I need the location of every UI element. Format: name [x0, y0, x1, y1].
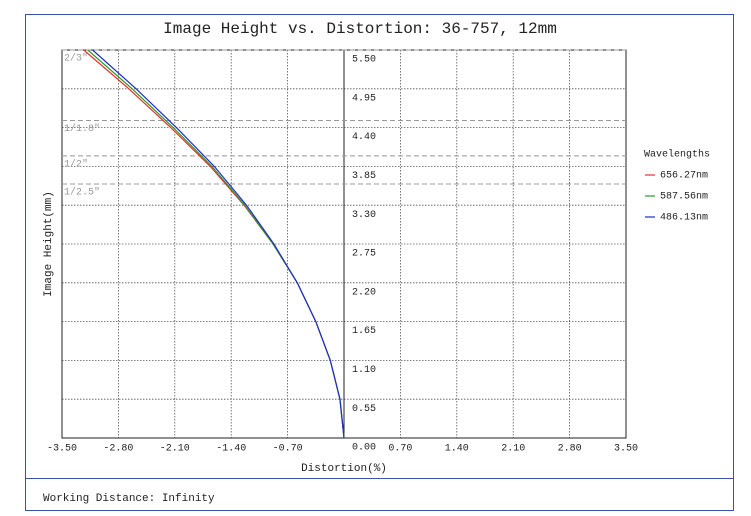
series-line: [92, 49, 345, 438]
y-tick-label: 4.40: [352, 132, 376, 143]
x-tick-label: -2.10: [160, 444, 190, 455]
legend-label: 587.56nm: [660, 192, 708, 203]
frame: [25, 14, 734, 511]
y-tick-label: 5.50: [352, 55, 376, 66]
sensor-label: 1/1.8": [64, 123, 100, 135]
sensor-label: 1/2": [64, 158, 88, 170]
x-tick-label: -2.80: [103, 444, 133, 455]
sensor-label: 1/2.5": [64, 187, 100, 199]
x-tick-label: -0.70: [273, 444, 303, 455]
y-tick-label: 1.10: [352, 365, 376, 376]
x-tick-label: 3.50: [614, 444, 638, 455]
y-axis-label: Image Height(mm): [43, 191, 55, 297]
x-tick-label: 1.40: [445, 444, 469, 455]
legend-title: Wavelengths: [644, 149, 710, 161]
y-tick-label: 3.30: [352, 210, 376, 221]
y-tick-label: 0.55: [352, 404, 376, 415]
x-tick-label: 2.80: [558, 444, 582, 455]
sensor-label: 2/3": [64, 53, 88, 65]
y-tick-label: 4.95: [352, 93, 376, 104]
x-tick-label: 2.10: [501, 444, 525, 455]
x-tick-label: 0.70: [388, 444, 412, 455]
y-tick-label: 2.20: [352, 287, 376, 298]
legend-label: 656.27nm: [660, 171, 708, 182]
y-tick-label: 3.85: [352, 171, 376, 182]
footer: Working Distance: Infinity: [43, 493, 215, 505]
chart-title: Image Height vs. Distortion: 36-757, 12m…: [163, 20, 557, 38]
x-tick-label: -3.50: [47, 444, 77, 455]
x-axis-label: Distortion(%): [301, 463, 387, 475]
y-tick-label: 1.65: [352, 326, 376, 337]
legend-label: 486.13nm: [660, 213, 708, 224]
y-tick-label: 2.75: [352, 249, 376, 260]
x-tick-label: -1.40: [216, 444, 246, 455]
y-tick-label: 0.00: [352, 443, 376, 454]
